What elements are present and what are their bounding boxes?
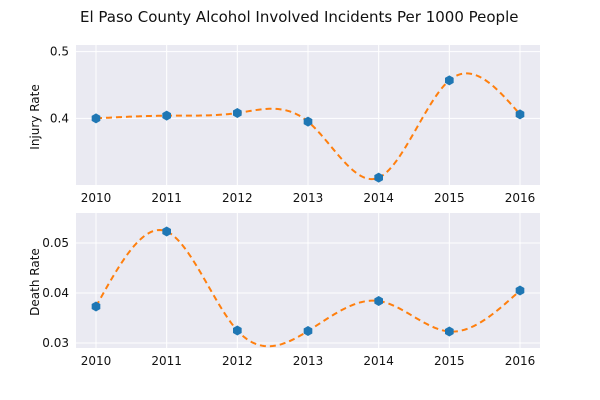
death-x-tick-label: 2014 [363, 354, 394, 368]
injury-x-tick-label: 2011 [151, 191, 182, 205]
death-rate-panel: 2010 2011 2012 2013 2014 2015 2016 0.03 0.04 0.05… [28, 213, 540, 368]
death-data-point [303, 326, 313, 336]
injury-data-point [303, 116, 313, 127]
injury-data-point [445, 75, 454, 86]
death-x-tick-label: 2016 [505, 354, 536, 368]
injury-data-point [233, 108, 242, 118]
injury-x-tick-label: 2014 [363, 191, 394, 205]
death-data-point [162, 226, 171, 237]
figure-title: El Paso County Alcohol Involved Incident… [80, 8, 518, 26]
death-data-point [515, 285, 525, 296]
injury-data-point [162, 110, 171, 121]
death-y-axis-label: Death Rate [28, 248, 42, 316]
injury-data-point [374, 172, 383, 183]
injury-x-tick-label: 2010 [81, 191, 112, 205]
death-data-point [233, 325, 242, 336]
death-y-tick-label: 0.04 [42, 286, 69, 300]
death-data-point [445, 326, 454, 337]
death-x-tick-label: 2013 [293, 354, 324, 368]
injury-y-axis-label: Injury Rate [28, 84, 42, 149]
injury-x-tick-label: 2015 [434, 191, 465, 205]
injury-data-point [515, 109, 525, 120]
injury-y-tick-label: 0.5 [50, 45, 69, 59]
injury-rate-panel: 2010 2011 2012 2013 2014 2015 2016 0.4 0.5 Injury… [28, 45, 540, 205]
injury-x-tick-label: 2013 [293, 191, 324, 205]
death-data-point [374, 296, 383, 306]
injury-y-tick-label: 0.4 [50, 111, 69, 125]
injury-x-tick-label: 2016 [505, 191, 536, 205]
death-y-tick-label: 0.03 [42, 336, 69, 350]
death-data-point [91, 301, 101, 312]
death-x-tick-label: 2015 [434, 354, 465, 368]
death-y-tick-label: 0.05 [42, 236, 69, 250]
death-x-tick-label: 2012 [222, 354, 253, 368]
death-x-tick-label: 2011 [151, 354, 182, 368]
injury-x-tick-label: 2012 [222, 191, 253, 205]
death-x-tick-label: 2010 [81, 354, 112, 368]
injury-data-point [91, 113, 101, 124]
